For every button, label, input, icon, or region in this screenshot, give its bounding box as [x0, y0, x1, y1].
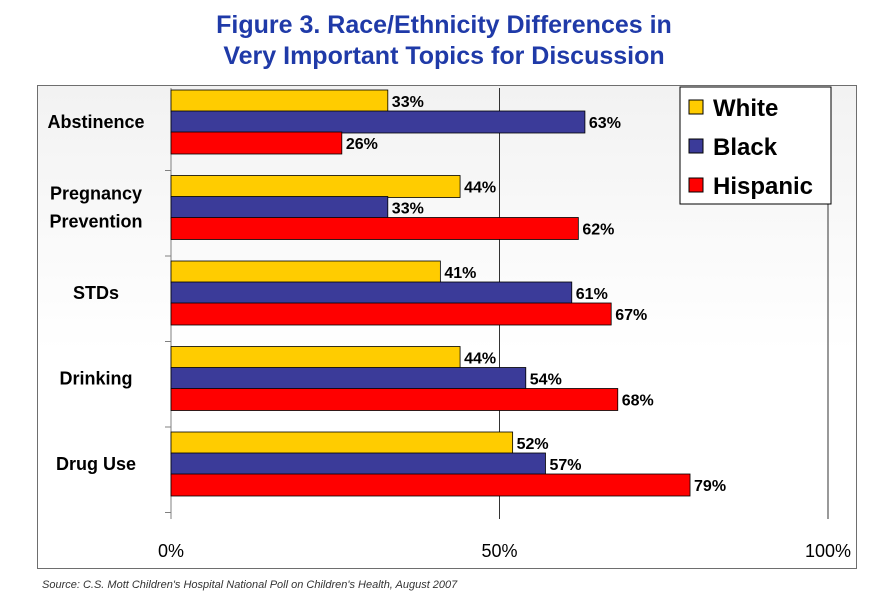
source-note: Source: C.S. Mott Children's Hospital Na… [42, 579, 458, 591]
data-label: 54% [530, 372, 562, 389]
legend-swatch [688, 99, 704, 115]
legend-swatch [688, 177, 704, 193]
bar-black [170, 452, 546, 476]
legend-box [679, 86, 832, 205]
bar-white [170, 431, 514, 455]
data-label: 68% [622, 393, 654, 410]
category-label: Drug Use [56, 454, 136, 474]
x-tick-label: 0% [158, 541, 184, 561]
legend-label: White [713, 95, 778, 122]
category-label: STDs [73, 283, 119, 303]
bar-hispanic [170, 302, 612, 326]
legend-label: Hispanic [713, 173, 813, 200]
x-tick-label: 100% [805, 541, 851, 561]
data-label: 26% [346, 136, 378, 153]
bar-white [170, 89, 389, 113]
bar-white [170, 175, 461, 198]
data-label: 44% [464, 180, 496, 197]
legend-label: Black [713, 134, 778, 161]
data-label: 63% [589, 115, 621, 132]
chart-title-line-2: Very Important Topics for Discussion [223, 42, 665, 70]
data-label: 67% [615, 307, 647, 324]
bar-black [170, 367, 527, 390]
data-label: 33% [392, 94, 424, 111]
bar-white [170, 260, 441, 284]
data-label: 62% [582, 222, 614, 239]
data-label: 52% [517, 436, 549, 453]
bar-white [170, 346, 461, 369]
chart-title-line-1: Figure 3. Race/Ethnicity Differences in [216, 11, 672, 39]
bar-hispanic [170, 131, 343, 155]
category-label: Drinking [59, 369, 132, 389]
bar-hispanic [170, 473, 691, 497]
legend-swatch [688, 138, 704, 154]
bar-hispanic [170, 388, 619, 411]
bar-black [170, 281, 573, 305]
category-label: Pregnancy [50, 184, 142, 204]
bar-black [170, 110, 586, 134]
chart-title: Figure 3. Race/Ethnicity Differences in … [0, 10, 888, 72]
x-tick-label: 50% [481, 541, 517, 561]
data-label: 41% [444, 265, 476, 282]
bar-hispanic [170, 217, 579, 240]
data-label: 57% [549, 457, 581, 474]
data-label: 44% [464, 351, 496, 368]
category-label: Prevention [49, 212, 142, 232]
data-label: 33% [392, 201, 424, 218]
bar-black [170, 196, 389, 219]
data-label: 61% [576, 286, 608, 303]
category-label: Abstinence [47, 112, 144, 132]
data-label: 79% [694, 478, 726, 495]
